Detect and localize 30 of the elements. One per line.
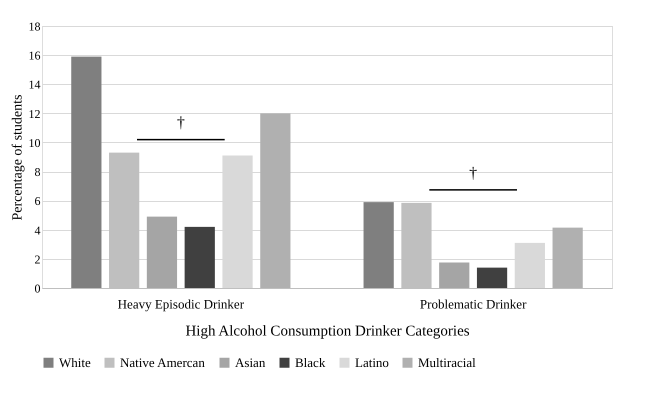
bar bbox=[71, 56, 102, 288]
legend-label: Native Amercan bbox=[120, 354, 206, 370]
y-tick-label: 16 bbox=[28, 48, 40, 63]
y-axis-title: Percentage of students bbox=[10, 94, 26, 220]
y-tick-label: 18 bbox=[28, 20, 40, 34]
legend-label: Multiracial bbox=[418, 354, 476, 370]
y-tick-label: 2 bbox=[34, 252, 40, 266]
bar bbox=[260, 113, 290, 288]
y-tick-label: 0 bbox=[34, 282, 40, 296]
bar bbox=[552, 228, 583, 288]
legend-label: Latino bbox=[355, 354, 389, 370]
x-axis-title: High Alcohol Consumption Drinker Categories bbox=[185, 324, 470, 340]
y-tick-label: 12 bbox=[28, 106, 40, 121]
annotation: † bbox=[469, 164, 478, 182]
bar bbox=[184, 226, 215, 288]
y-tick-label: 4 bbox=[34, 223, 40, 238]
bar bbox=[476, 268, 508, 288]
bar bbox=[364, 202, 394, 288]
bar bbox=[146, 216, 178, 288]
legend-label: Black bbox=[295, 354, 326, 370]
bar bbox=[439, 262, 470, 288]
x-tick-label: Heavy Episodic Drinker bbox=[118, 296, 245, 312]
legend-label: Asian bbox=[235, 354, 266, 370]
y-tick-label: 10 bbox=[28, 136, 40, 150]
y-tick-label: 8 bbox=[34, 165, 40, 180]
annotation: † bbox=[176, 114, 185, 132]
x-tick-label: Problematic Drinker bbox=[420, 296, 528, 312]
legend-label: White bbox=[59, 354, 91, 370]
y-tick-label: 6 bbox=[34, 194, 40, 208]
y-tick-label: 14 bbox=[28, 78, 40, 92]
